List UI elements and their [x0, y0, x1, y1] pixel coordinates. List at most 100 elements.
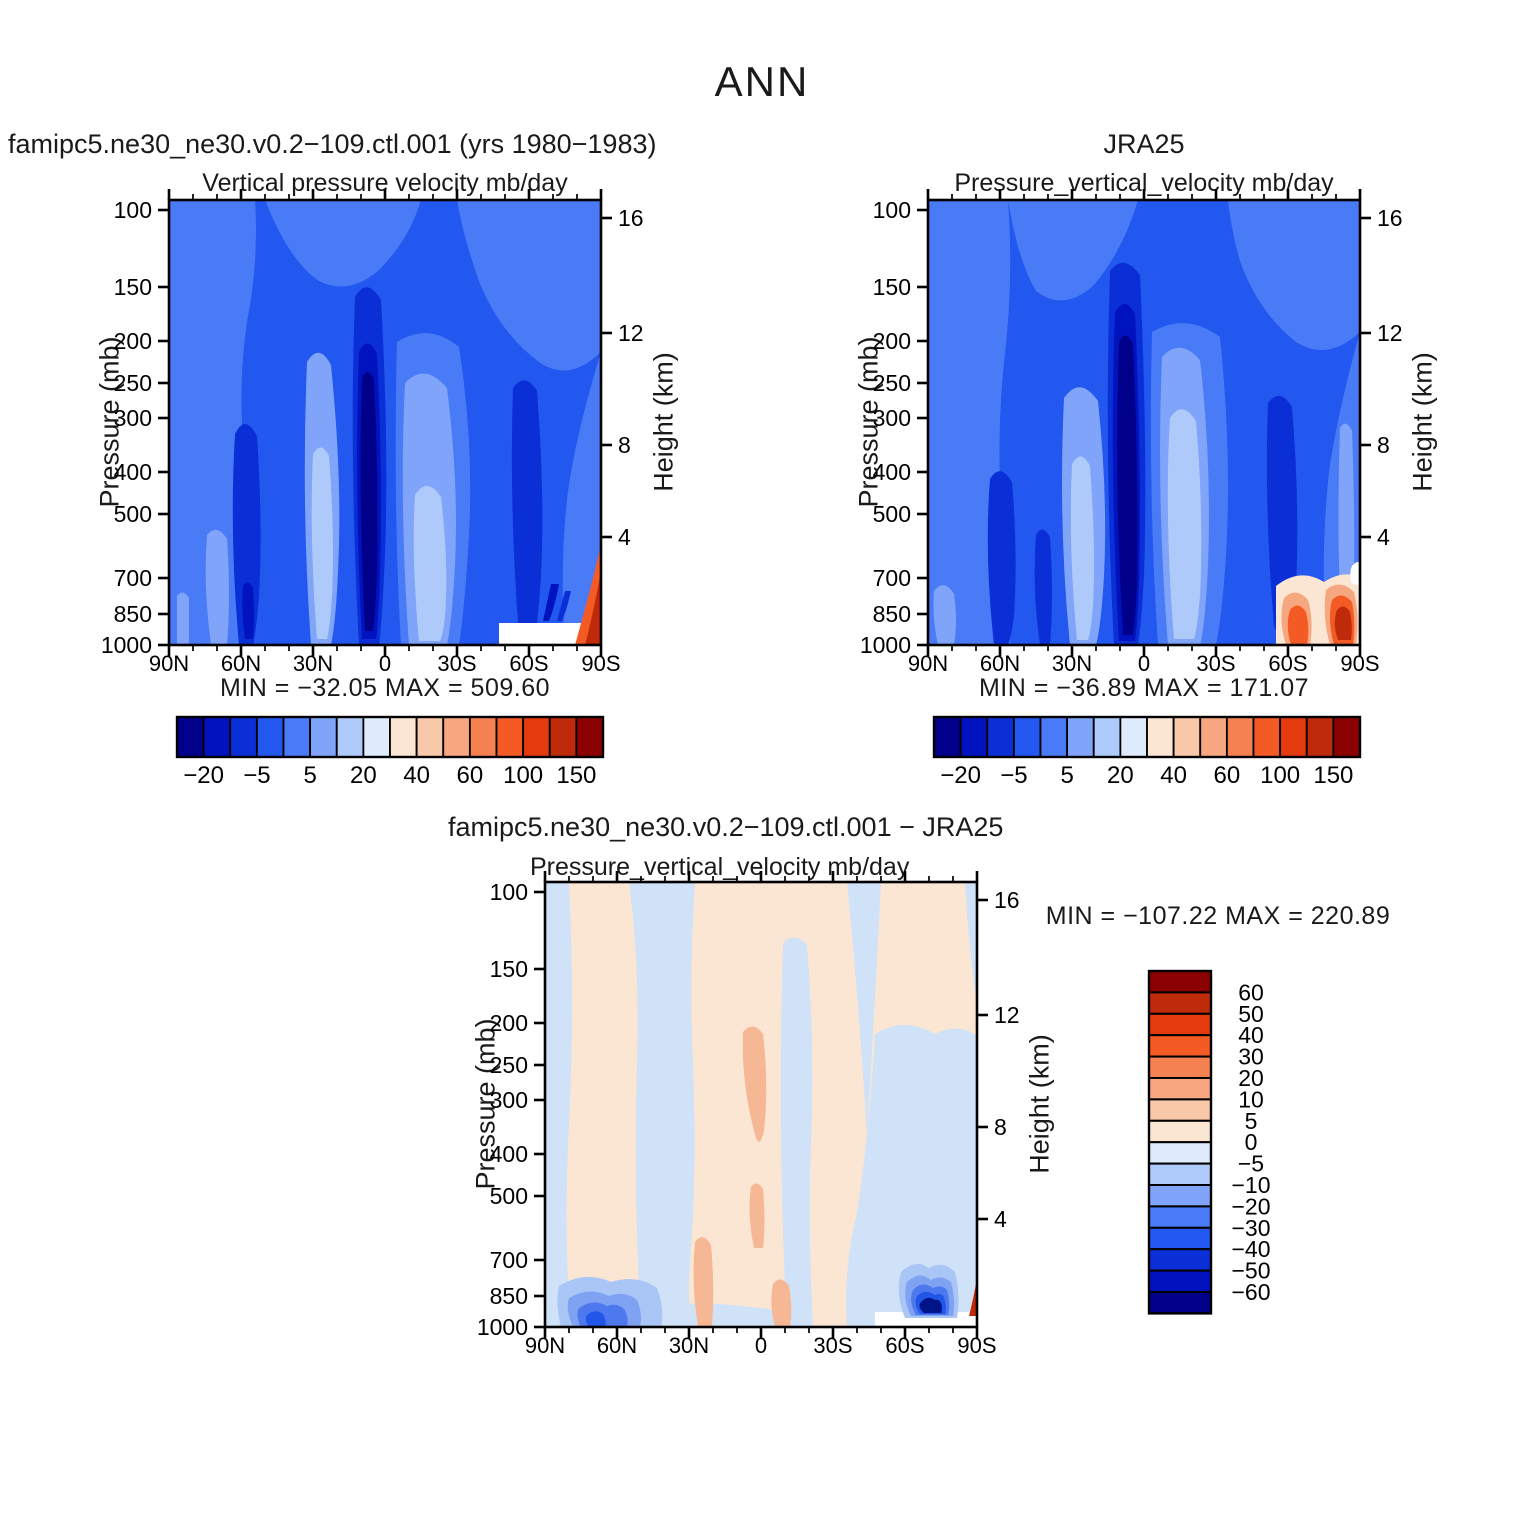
- svg-text:60N: 60N: [597, 1333, 637, 1358]
- pale-75N-streak: [205, 529, 229, 645]
- svg-text:−5: −5: [243, 762, 270, 789]
- svg-text:0: 0: [1245, 1129, 1258, 1155]
- svg-text:60N: 60N: [221, 651, 261, 676]
- svg-text:30N: 30N: [1052, 651, 1092, 676]
- diff-minmax-stats: MIN = −107.22 MAX = 220.89: [1045, 902, 1391, 930]
- svg-text:700: 700: [114, 565, 152, 591]
- light-right-column: [562, 352, 601, 645]
- pale-88N-streak: [933, 585, 956, 645]
- svg-text:850: 850: [873, 601, 911, 627]
- svg-text:−20: −20: [1231, 1193, 1270, 1219]
- strong-orange-west: [1287, 605, 1309, 645]
- palest-20S-core: [413, 485, 447, 641]
- svg-text:30N: 30N: [669, 1333, 709, 1358]
- salmon-5S-surface: [771, 1279, 792, 1327]
- dark-58N-column: [987, 471, 1016, 645]
- svg-text:−5: −5: [1238, 1151, 1264, 1177]
- svg-text:300: 300: [873, 405, 911, 431]
- palest-30N-core: [311, 447, 333, 639]
- svg-text:100: 100: [114, 197, 152, 223]
- svg-text:60: 60: [1238, 979, 1264, 1005]
- dark-60N-column: [232, 423, 261, 645]
- svg-text:90N: 90N: [908, 651, 948, 676]
- colorbar-case: −20 −5 5 20 40 60 100 150: [167, 715, 613, 796]
- svg-text:4: 4: [618, 524, 631, 550]
- paleblue-top-streak: [847, 882, 881, 1136]
- svg-text:4: 4: [1377, 524, 1390, 550]
- svg-text:700: 700: [490, 1247, 528, 1273]
- svg-text:20: 20: [1238, 1065, 1264, 1091]
- white-pocket: [1350, 562, 1360, 585]
- svg-text:0: 0: [379, 651, 391, 676]
- svg-text:16: 16: [994, 887, 1020, 913]
- svg-text:60: 60: [457, 762, 484, 789]
- figure-title: ANN: [714, 58, 810, 105]
- contour-plot-case: 90N 60N 30N 0 30S 60S 90S 100 150 200 250 300 400 500…: [59, 184, 711, 706]
- salmon-equator-500mb: [749, 1183, 765, 1248]
- navy-streak-70S: [543, 584, 559, 621]
- svg-text:30S: 30S: [437, 651, 476, 676]
- svg-text:850: 850: [490, 1283, 528, 1309]
- svg-text:−5: −5: [1000, 762, 1027, 789]
- svg-text:30S: 30S: [1196, 651, 1235, 676]
- svg-text:200: 200: [490, 1010, 528, 1036]
- svg-text:60S: 60S: [1268, 651, 1307, 676]
- contour-plot-difference: 90N 60N 30N 0 30S 60S 90S 100 150 200 250 300 400 500…: [435, 866, 1087, 1388]
- svg-text:60S: 60S: [885, 1333, 924, 1358]
- jra-panel-title: JRA25: [1103, 129, 1185, 159]
- palest-25N-core: [1070, 456, 1094, 640]
- svg-text:400: 400: [873, 459, 911, 485]
- contour-field: [928, 200, 1360, 645]
- navy-equator-core: [360, 371, 378, 631]
- paleblue-45N-band: [629, 882, 695, 1327]
- svg-text:8: 8: [1377, 432, 1390, 458]
- svg-text:40: 40: [403, 762, 430, 789]
- red-edge-sliver: [969, 1278, 977, 1316]
- nw-blob-core: [585, 1311, 606, 1327]
- svg-text:700: 700: [873, 565, 911, 591]
- svg-text:−30: −30: [1231, 1215, 1270, 1241]
- svg-text:12: 12: [618, 320, 644, 346]
- svg-text:500: 500: [873, 501, 911, 527]
- case-minmax-stats: MIN = −32.05 MAX = 509.60: [219, 674, 551, 702]
- paleblue-top-right-corner: [965, 882, 977, 1004]
- svg-text:12: 12: [1377, 320, 1403, 346]
- blank-surface-box: [499, 623, 601, 645]
- svg-text:20: 20: [1107, 762, 1134, 789]
- svg-text:30N: 30N: [293, 651, 333, 676]
- svg-text:−20: −20: [183, 762, 224, 789]
- svg-text:300: 300: [114, 405, 152, 431]
- deep-60N-spot: [242, 582, 254, 639]
- svg-text:8: 8: [618, 432, 631, 458]
- svg-text:100: 100: [1260, 762, 1300, 789]
- svg-text:90N: 90N: [149, 651, 189, 676]
- dark-60S-column: [511, 380, 543, 641]
- paleblue-left-edge: [545, 882, 572, 1327]
- svg-text:12: 12: [994, 1002, 1020, 1028]
- svg-text:−50: −50: [1231, 1258, 1270, 1284]
- navy-equator-core: [1117, 335, 1138, 635]
- dark-45N-slim: [1034, 529, 1052, 645]
- svg-text:150: 150: [114, 274, 152, 300]
- light-top-center: [1008, 200, 1138, 301]
- difference-color-legend: 60 50 40 30 20 10 5 0 −5 −10 −20 −30 −40 −50 −60: [1147, 969, 1307, 1326]
- svg-text:40: 40: [1160, 762, 1187, 789]
- svg-text:250: 250: [490, 1052, 528, 1078]
- palest-15S-core: [1167, 409, 1202, 639]
- svg-text:90S: 90S: [1340, 651, 1379, 676]
- svg-text:1000: 1000: [477, 1314, 528, 1340]
- svg-text:4: 4: [994, 1206, 1007, 1232]
- darkred-core: [1334, 606, 1352, 640]
- svg-text:60N: 60N: [980, 651, 1020, 676]
- jra-minmax-stats: MIN = −36.89 MAX = 171.07: [978, 674, 1310, 702]
- svg-text:0: 0: [1138, 651, 1150, 676]
- dark-58S-column: [1266, 395, 1298, 633]
- svg-text:5: 5: [1060, 762, 1073, 789]
- svg-text:40: 40: [1238, 1022, 1264, 1048]
- contour-field: [169, 200, 601, 645]
- svg-text:200: 200: [873, 328, 911, 354]
- svg-text:−20: −20: [940, 762, 981, 789]
- light-top-center: [265, 200, 421, 287]
- svg-text:50: 50: [1238, 1001, 1264, 1027]
